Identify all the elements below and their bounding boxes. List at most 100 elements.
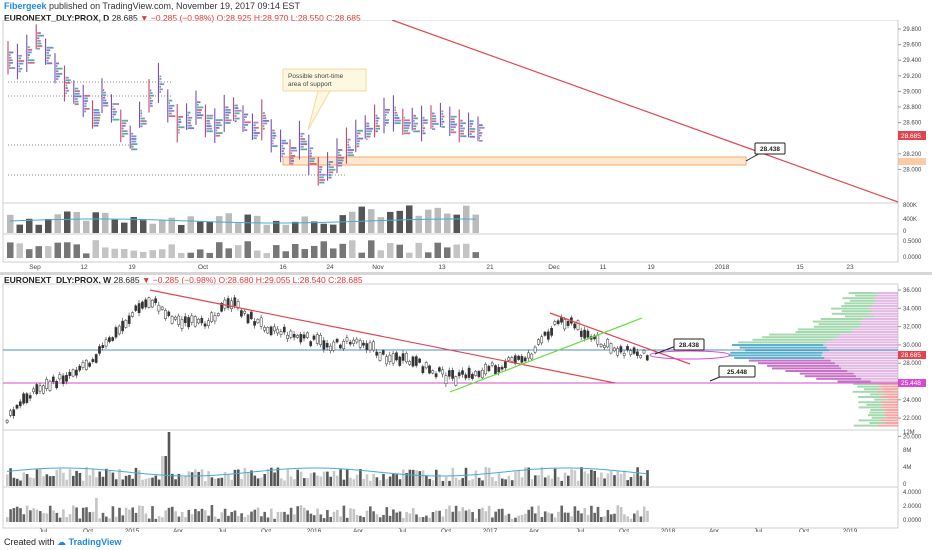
- candle-body: [160, 306, 164, 310]
- downtrend-line-short[interactable]: [549, 312, 691, 365]
- bottom-volume-bar: [75, 470, 78, 486]
- top-symbol[interactable]: EURONEXT_DLY:PROX, D: [4, 13, 110, 23]
- footer: Created with ☁ TradingView: [4, 537, 121, 548]
- bottom-volume-bar: [438, 474, 441, 486]
- trend-line[interactable]: [391, 20, 899, 203]
- top-profile-bar: [450, 128, 454, 131]
- bottom-oscillator-bar: [65, 517, 68, 522]
- profile-bar: [858, 396, 881, 398]
- bottom-volume-bar: [65, 479, 68, 486]
- weekly-candles: [5, 294, 649, 424]
- top-chart[interactable]: Possible short-time area of support 28.4…: [0, 20, 932, 272]
- bottom-oscillator-bar: [491, 517, 494, 522]
- top-profile-bar: [121, 119, 129, 122]
- bottom-volume-bar: [514, 471, 517, 486]
- bottom-oscillator-bar: [639, 516, 643, 522]
- top-profile-bar: [385, 119, 389, 122]
- note-callout[interactable]: Possible short-time area of support: [282, 68, 367, 131]
- bottom-volume-bar: [352, 479, 356, 486]
- top-profile-bar: [84, 107, 90, 110]
- candle-body: [329, 345, 332, 352]
- bottom-volume-bar: [619, 473, 623, 486]
- top-profile-bar: [366, 122, 370, 125]
- candle-body: [332, 341, 336, 351]
- candle-body: [98, 346, 101, 354]
- top-oscillator-bar: [406, 252, 413, 258]
- top-profile-bar: [234, 104, 238, 107]
- bottom-chart[interactable]: 28.438 25.448 36.000 34.000 32.000 30.000 28…: [0, 282, 932, 532]
- top-profile-bar: [366, 130, 373, 133]
- top-volume-bar: [330, 224, 337, 233]
- top-profile-bar: [347, 149, 354, 151]
- bottom-oscillator-bar: [494, 511, 497, 522]
- bottom-volume-bar: [128, 474, 131, 486]
- support-zone[interactable]: [282, 156, 747, 166]
- bottom-oscillator-bar: [332, 511, 336, 522]
- candle-body: [500, 366, 504, 370]
- candle-body: [68, 371, 72, 376]
- candle-body: [223, 299, 227, 309]
- bottom-volume-bar: [237, 469, 240, 486]
- candle-body: [200, 317, 204, 324]
- bottom-volume-bar: [593, 470, 596, 486]
- top-profile-bar: [403, 122, 411, 124]
- candle-body: [566, 321, 570, 326]
- callout-28438[interactable]: 28.438: [745, 142, 786, 162]
- candle-body: [71, 369, 75, 377]
- downtrend-line[interactable]: [149, 289, 616, 384]
- top-oscillator-bar: [235, 245, 242, 258]
- bottom-last-label: 28.685: [901, 352, 921, 359]
- profile-bar: [855, 294, 879, 297]
- top-profile-bar: [432, 120, 437, 123]
- bottom-oscillator-bar: [537, 505, 540, 522]
- candle-body: [553, 321, 557, 325]
- bottom-volume-bar: [596, 477, 600, 486]
- bottom-price-axis[interactable]: 36.00034.00032.00030.00028.00026.00024.0…: [898, 288, 922, 440]
- ellipse-marker[interactable]: [649, 350, 731, 360]
- bottom-oscillator-bar: [507, 513, 511, 522]
- top-profile-bar: [432, 117, 437, 120]
- uptrend-line[interactable]: [449, 317, 643, 393]
- candle-body: [388, 354, 392, 362]
- bottom-volume-bar: [157, 479, 161, 486]
- top-profile-bar: [27, 56, 30, 59]
- bottom-oscillator-bar: [243, 517, 247, 522]
- bottom-volume-bar: [52, 475, 55, 486]
- bottom-oscillator-bar: [81, 507, 85, 522]
- top-profile-bar: [394, 117, 400, 119]
- top-profile-bar: [469, 133, 472, 136]
- top-oscillator-bar: [187, 252, 194, 258]
- top-profile-bar: [178, 115, 184, 118]
- candle-body: [101, 345, 105, 348]
- bottom-oscillator-bar: [567, 512, 570, 522]
- top-last-label: 28.685: [901, 133, 921, 140]
- top-profile-bar: [479, 132, 483, 134]
- bottom-oscillator-bar: [270, 508, 273, 522]
- top-time-tick: 23: [846, 264, 854, 271]
- top-profile-bar: [385, 111, 389, 114]
- bottom-volume-bar: [296, 469, 299, 486]
- top-volume-bar: [197, 221, 204, 233]
- bottom-oscillator-bar: [553, 517, 557, 522]
- bottom-volume-bar: [180, 476, 184, 486]
- pane-separator[interactable]: [0, 272, 932, 275]
- top-time-axis[interactable]: Sep 12 19 Oct 16 24 Nov 13 21 Dec 11 19 2018 15 23: [29, 264, 854, 271]
- bottom-time-axis[interactable]: Jul Oct 2015 Apr Jul Oct 2016 Apr Jul Oct 2017 Apr J…: [39, 528, 858, 532]
- profile-bar: [880, 401, 898, 404]
- callout-25448[interactable]: 25.448: [709, 365, 756, 382]
- callout-28438-weekly[interactable]: 28.438: [654, 338, 705, 355]
- top-profile-bar: [74, 87, 79, 90]
- profile-bar: [762, 336, 837, 339]
- bottom-oscillator-bar: [114, 516, 118, 522]
- bottom-symbol[interactable]: EURONEXT_DLY:PROX, W: [4, 275, 112, 285]
- bottom-oscillator-bar: [316, 508, 319, 522]
- top-profile-bar: [65, 81, 71, 84]
- candle-body: [550, 327, 553, 336]
- footer-brand[interactable]: TradingView: [68, 537, 122, 547]
- bottom-volume-bar: [504, 479, 507, 486]
- bottom-oscillator-bar: [514, 517, 517, 522]
- top-price-axis[interactable]: 29.800 29.600 29.400 29.200 29.000 28.800 28.6…: [898, 27, 922, 173]
- author-link[interactable]: Fibergeek: [4, 1, 47, 11]
- top-profile-bar: [338, 159, 344, 162]
- note-text-2: area of support: [288, 81, 332, 88]
